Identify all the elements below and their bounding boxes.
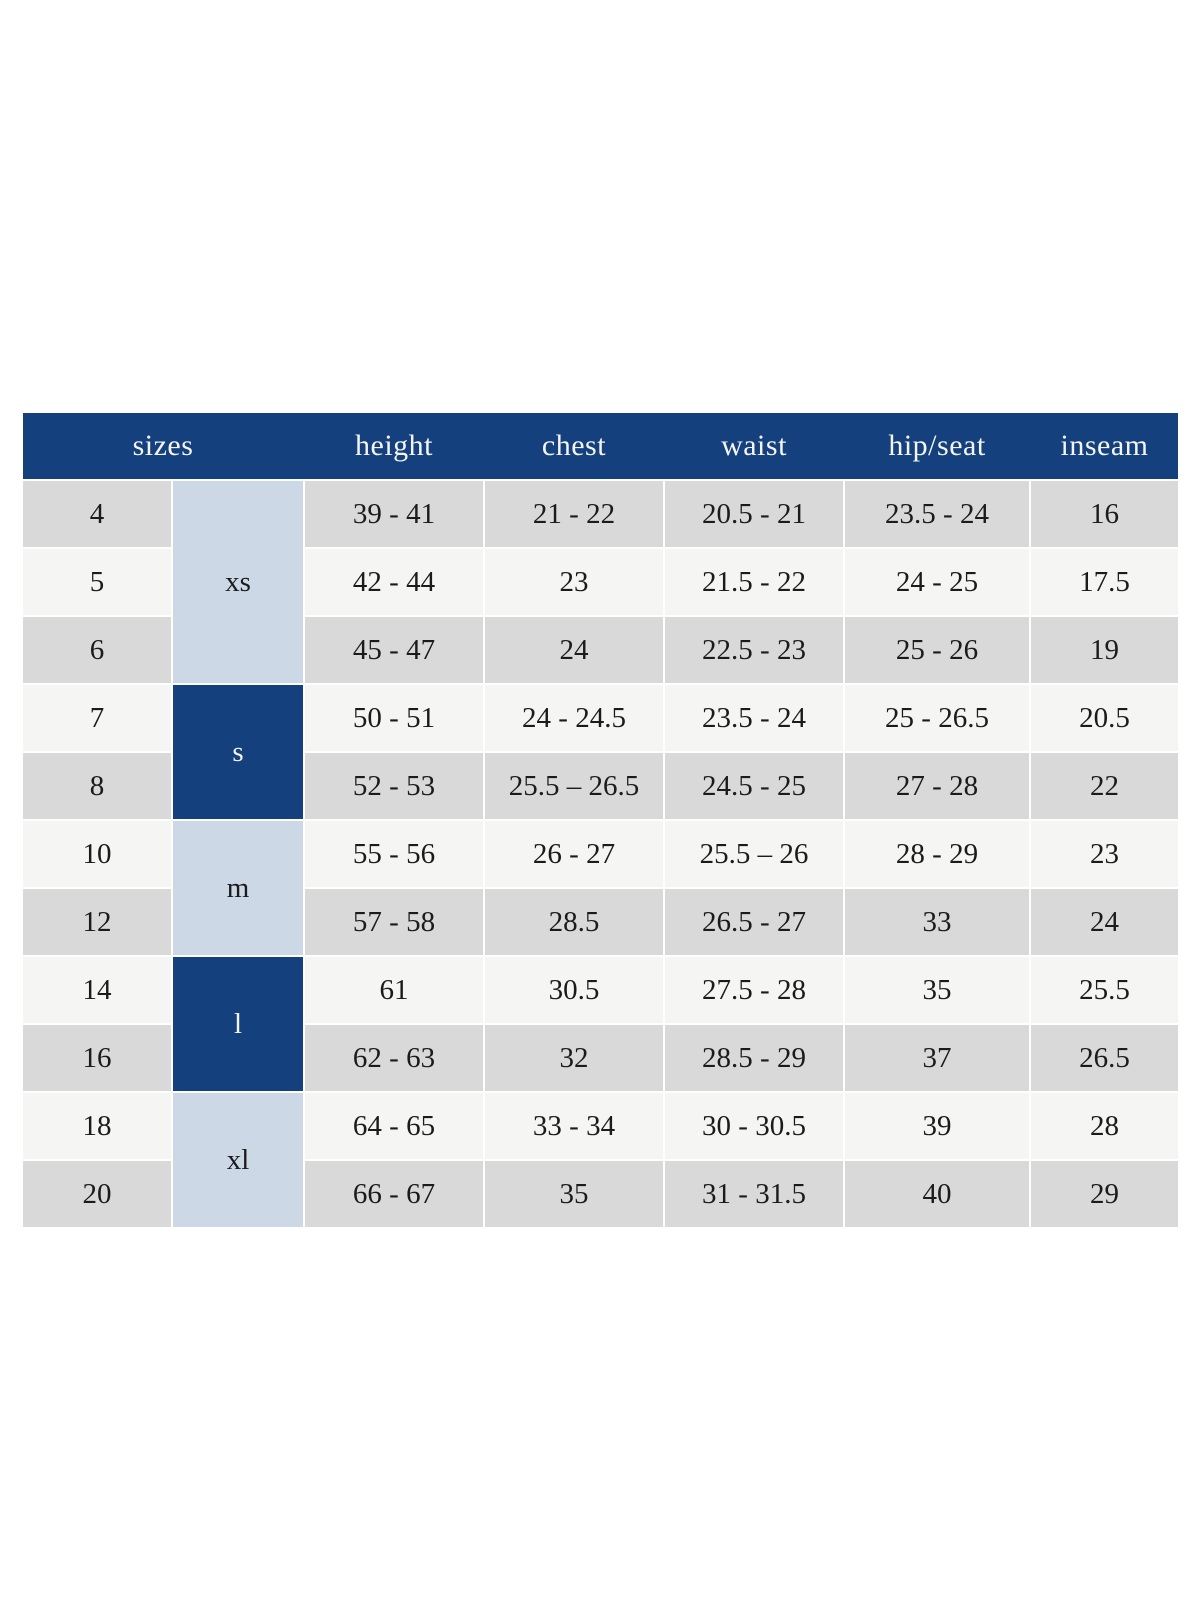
size-cell: 20 <box>23 1161 171 1227</box>
inseam-cell: 24 <box>1031 889 1178 955</box>
size-cell: 10 <box>23 821 171 887</box>
chest-cell: 24 <box>485 617 663 683</box>
size-cell: 4 <box>23 481 171 547</box>
hip-seat-cell: 27 - 28 <box>845 753 1029 819</box>
chest-cell: 35 <box>485 1161 663 1227</box>
column-header-chest: chest <box>541 429 607 462</box>
height-cell: 42 - 44 <box>305 549 483 615</box>
size-group-l: l <box>173 957 303 1091</box>
waist-cell: 25.5 – 26 <box>665 821 843 887</box>
inseam-cell: 16 <box>1031 481 1178 547</box>
height-cell: 66 - 67 <box>305 1161 483 1227</box>
column-header-hip-seat: hip/seat <box>888 429 986 462</box>
inseam-cell: 29 <box>1031 1161 1178 1227</box>
height-cell: 64 - 65 <box>305 1093 483 1159</box>
size-cell: 12 <box>23 889 171 955</box>
waist-cell: 31 - 31.5 <box>665 1161 843 1227</box>
height-cell: 52 - 53 <box>305 753 483 819</box>
size-chart-table: sizes height chest waist hip/seat inseam… <box>23 413 1178 1227</box>
hip-seat-cell: 25 - 26.5 <box>845 685 1029 751</box>
inseam-cell: 22 <box>1031 753 1178 819</box>
inseam-cell: 25.5 <box>1031 957 1178 1023</box>
hip-seat-cell: 33 <box>845 889 1029 955</box>
column-header-sizes: sizes <box>132 429 194 462</box>
chest-cell: 26 - 27 <box>485 821 663 887</box>
size-cell: 18 <box>23 1093 171 1159</box>
size-group-xs: xs <box>173 481 303 683</box>
column-header-height: height <box>355 429 433 462</box>
chest-cell: 32 <box>485 1025 663 1091</box>
waist-cell: 24.5 - 25 <box>665 753 843 819</box>
waist-cell: 21.5 - 22 <box>665 549 843 615</box>
hip-seat-cell: 39 <box>845 1093 1029 1159</box>
height-cell: 39 - 41 <box>305 481 483 547</box>
waist-cell: 20.5 - 21 <box>665 481 843 547</box>
column-header-waist: waist <box>721 429 787 462</box>
waist-cell: 26.5 - 27 <box>665 889 843 955</box>
height-cell: 45 - 47 <box>305 617 483 683</box>
height-cell: 62 - 63 <box>305 1025 483 1091</box>
waist-cell: 30 - 30.5 <box>665 1093 843 1159</box>
hip-seat-cell: 25 - 26 <box>845 617 1029 683</box>
size-group-s: s <box>173 685 303 819</box>
inseam-cell: 19 <box>1031 617 1178 683</box>
size-group-xl: xl <box>173 1093 303 1227</box>
chest-cell: 30.5 <box>485 957 663 1023</box>
size-cell: 7 <box>23 685 171 751</box>
inseam-cell: 28 <box>1031 1093 1178 1159</box>
height-cell: 61 <box>305 957 483 1023</box>
hip-seat-cell: 35 <box>845 957 1029 1023</box>
table-header-row: sizes height chest waist hip/seat inseam <box>23 413 1178 479</box>
waist-cell: 27.5 - 28 <box>665 957 843 1023</box>
waist-cell: 28.5 - 29 <box>665 1025 843 1091</box>
size-cell: 14 <box>23 957 171 1023</box>
chest-cell: 28.5 <box>485 889 663 955</box>
height-cell: 50 - 51 <box>305 685 483 751</box>
height-cell: 57 - 58 <box>305 889 483 955</box>
inseam-cell: 26.5 <box>1031 1025 1178 1091</box>
column-header-inseam: inseam <box>1060 429 1149 462</box>
chest-cell: 33 - 34 <box>485 1093 663 1159</box>
hip-seat-cell: 23.5 - 24 <box>845 481 1029 547</box>
chest-cell: 21 - 22 <box>485 481 663 547</box>
hip-seat-cell: 37 <box>845 1025 1029 1091</box>
inseam-cell: 20.5 <box>1031 685 1178 751</box>
size-group-m: m <box>173 821 303 955</box>
size-cell: 16 <box>23 1025 171 1091</box>
height-cell: 55 - 56 <box>305 821 483 887</box>
waist-cell: 23.5 - 24 <box>665 685 843 751</box>
hip-seat-cell: 40 <box>845 1161 1029 1227</box>
size-cell: 5 <box>23 549 171 615</box>
chest-cell: 24 - 24.5 <box>485 685 663 751</box>
chest-cell: 25.5 – 26.5 <box>485 753 663 819</box>
waist-cell: 22.5 - 23 <box>665 617 843 683</box>
chest-cell: 23 <box>485 549 663 615</box>
inseam-cell: 23 <box>1031 821 1178 887</box>
size-cell: 6 <box>23 617 171 683</box>
hip-seat-cell: 28 - 29 <box>845 821 1029 887</box>
hip-seat-cell: 24 - 25 <box>845 549 1029 615</box>
inseam-cell: 17.5 <box>1031 549 1178 615</box>
size-cell: 8 <box>23 753 171 819</box>
